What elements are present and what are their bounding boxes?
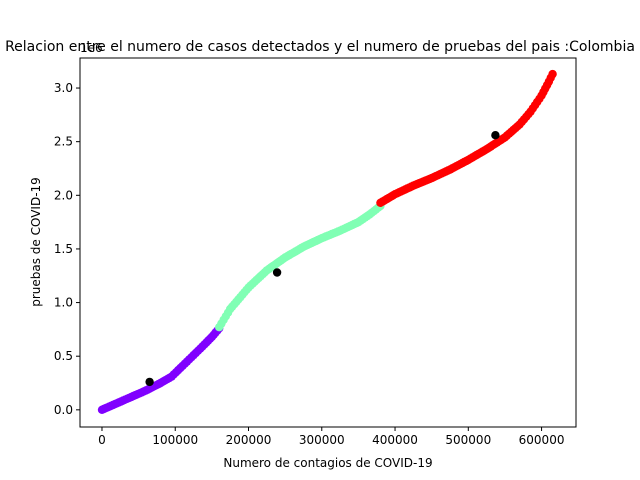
- series-1: [97, 324, 224, 414]
- x-tick-label: 400000: [372, 433, 418, 447]
- centroids: [145, 131, 500, 387]
- chart-title: Relacion entre el numero de casos detect…: [5, 39, 635, 55]
- centroid-point: [272, 268, 282, 277]
- x-axis: 0 100000 200000 300000 400000 500000 600000: [98, 427, 564, 447]
- y-tick-label: 2.5: [54, 135, 73, 149]
- y-tick-label: 3.0: [54, 81, 73, 95]
- x-tick-label: 500000: [445, 433, 491, 447]
- y-tick-label: 0.5: [54, 349, 73, 363]
- x-axis-label: Numero de contagios de COVID-19: [223, 456, 432, 470]
- x-tick-label: 100000: [152, 433, 198, 447]
- y-axis-label: pruebas de COVID-19: [29, 177, 43, 307]
- centroid-point: [145, 377, 154, 387]
- x-tick-label: 200000: [226, 433, 272, 447]
- y-tick-label: 1.0: [54, 296, 73, 310]
- y-offset-label: 1e6: [80, 41, 103, 55]
- centroid-point: [491, 131, 500, 140]
- plot-frame: [79, 57, 577, 428]
- y-axis: 0.0 0.5 1.0 1.5 2.0 2.5 3.0: [54, 81, 80, 417]
- series-3: [376, 69, 557, 207]
- data-point: [548, 69, 557, 79]
- y-tick-label: 2.0: [54, 188, 73, 202]
- y-tick-label: 0.0: [54, 403, 73, 417]
- series-2: [215, 201, 385, 332]
- x-tick-label: 300000: [299, 433, 345, 447]
- x-tick-label: 600000: [519, 433, 565, 447]
- y-tick-label: 1.5: [54, 242, 73, 256]
- x-tick-label: 0: [98, 433, 106, 447]
- plot-marks: [97, 69, 557, 414]
